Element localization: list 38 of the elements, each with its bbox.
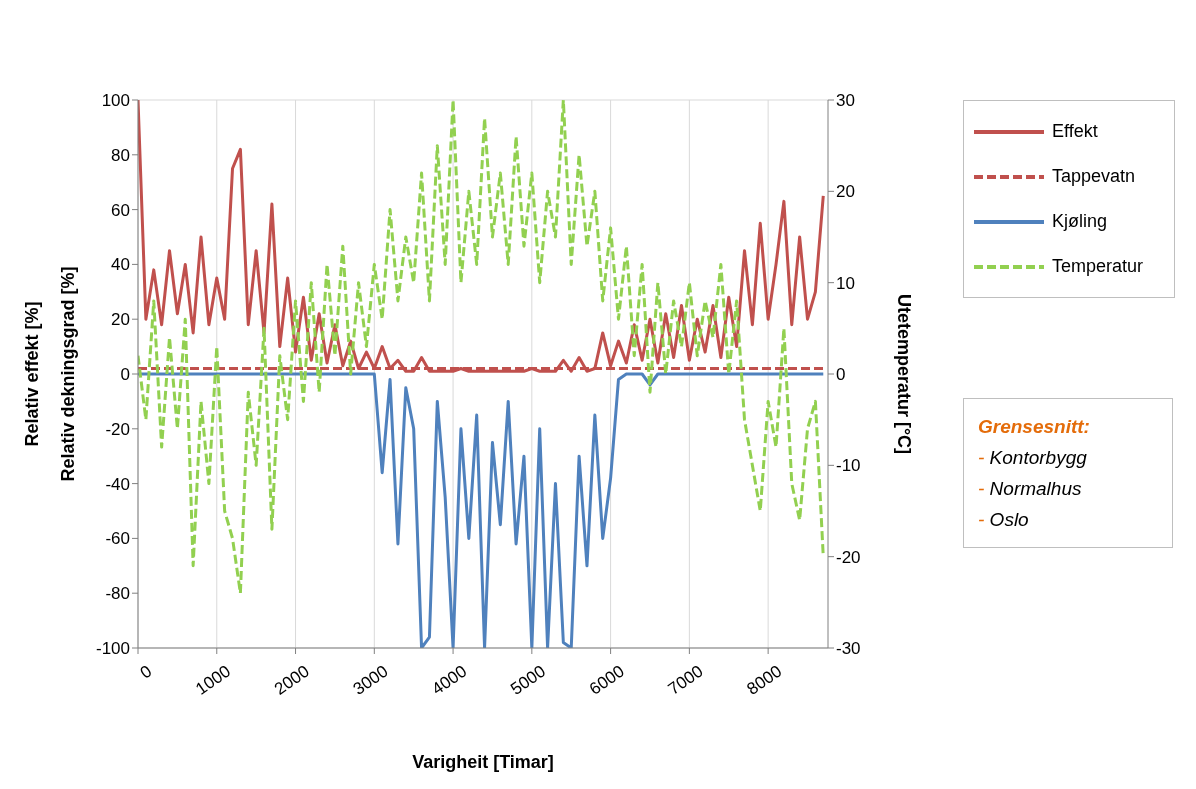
- y-tick-label: 20: [111, 310, 130, 330]
- y-tick-label: -20: [105, 419, 130, 439]
- legend-label: Tappevatn: [1052, 166, 1136, 187]
- y-axis-title: Relativ effekt [%] Relativ dekningsgrad [%]: [22, 266, 78, 482]
- legend-label: Effekt: [1052, 121, 1098, 142]
- y2-tick-label: -10: [836, 456, 861, 476]
- x-axis-title: Varigheit [Timar]: [412, 752, 554, 772]
- x-tick-label: 4000: [428, 661, 471, 699]
- text: - Normalhus: [978, 477, 1083, 501]
- y-tick-label: 60: [111, 200, 130, 220]
- legend-label: Temperatur: [1052, 256, 1144, 277]
- y2-tick-label: 0: [836, 365, 846, 385]
- y-tick-label: 0: [120, 365, 130, 385]
- x-tick-label: 6000: [585, 661, 628, 699]
- y2-tick-label: -30: [836, 639, 861, 659]
- y-tick-label: -60: [105, 529, 130, 549]
- y-tick-label: 100: [101, 91, 130, 111]
- legend-label: Kjøling: [1052, 211, 1108, 232]
- text: - Kontorbygg: [978, 446, 1088, 470]
- y2-tick-label: 20: [836, 182, 855, 202]
- x-tick-label: 3000: [349, 661, 392, 699]
- line-series: [138, 100, 825, 595]
- y2-tick-label: 10: [836, 273, 855, 293]
- y2-tick-label: -20: [836, 547, 861, 567]
- y2-axis-title: Utetemperatur [°C]: [894, 293, 914, 455]
- text: - Oslo: [978, 508, 1030, 532]
- text: Grensesnitt:: [978, 415, 1091, 439]
- x-tick-label: 0: [136, 661, 156, 683]
- y-tick-label: -40: [105, 474, 130, 494]
- y-tick-label: 80: [111, 145, 130, 165]
- y-tick-label: -80: [105, 584, 130, 604]
- y-tick-label: -100: [95, 639, 130, 659]
- y-tick-label: 40: [111, 255, 130, 275]
- x-tick-label: 7000: [664, 661, 707, 699]
- x-tick-label: 5000: [507, 661, 550, 699]
- line-series: [138, 100, 825, 373]
- x-tick-label: 8000: [743, 661, 786, 699]
- y2-tick-label: 30: [836, 91, 855, 111]
